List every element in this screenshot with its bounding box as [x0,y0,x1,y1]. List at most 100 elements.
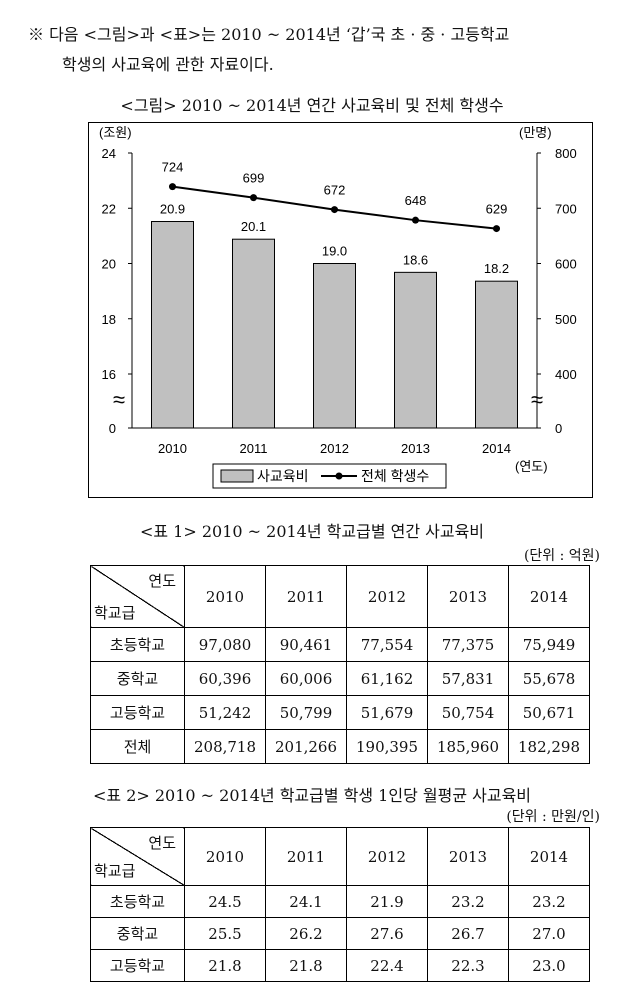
bar [475,280,518,429]
legend-bar-swatch [220,469,254,483]
bar [394,271,437,429]
table2-row: 중학교 25.5 26.2 27.6 26.7 27.0 [90,917,590,950]
table1-col-header: 2014 [508,565,590,628]
table1-col-header: 2011 [265,565,347,628]
bar-value-label: 20.9 [160,202,185,217]
legend-line-marker [335,472,343,480]
left-axis-tick-label: 20 [102,257,116,272]
line-point [331,206,338,214]
table1-corner-header: 연도 학교급 [90,565,185,628]
table1-cell: 61,162 [346,661,428,696]
line-value-label: 648 [405,193,427,208]
table1-cell: 57,831 [427,661,509,696]
table1-cell: 185,960 [427,729,509,764]
table1-row: 고등학교 51,242 50,799 51,679 50,754 50,671 [90,695,590,730]
table2-cell: 25.5 [184,917,266,950]
table1-row: 전체 208,718 201,266 190,395 185,960 182,2… [90,729,590,764]
table2-header-level: 학교급 [94,862,136,880]
table1-row-label: 초등학교 [90,627,185,662]
table2-corner-header: 연도 학교급 [90,827,185,886]
table2-col-header: 2010 [184,827,266,886]
table2-cell: 24.5 [184,885,266,918]
intro-text: ※ 다음 <그림>과 <표>는 2010 ~ 2014년 ‘갑’국 초 · 중 … [28,20,608,80]
table1-row: 초등학교 97,080 90,461 77,554 77,375 75,949 [90,627,590,662]
bar-value-label: 19.0 [322,244,347,259]
table1-header-level: 학교급 [94,604,136,622]
chart-frame: 24 22 20 18 16 0 800 700 600 500 400 0 20.9 2010 724 20… [88,122,593,498]
line-value-label: 699 [243,171,265,186]
bar [151,221,194,429]
x-axis-unit: (연도) [515,459,548,474]
table2-cell: 21.9 [346,885,428,918]
table1-unit: (단위 : 억원) [523,548,600,564]
line-value-label: 724 [162,160,184,175]
right-axis-tick-label: 0 [555,421,562,436]
table1-col-header: 2012 [346,565,428,628]
table1-row-label: 고등학교 [90,695,185,730]
line-point [169,183,176,191]
table2-cell: 23.2 [427,885,509,918]
left-axis-tick-label: 18 [102,312,116,327]
table2-row-label: 중학교 [90,917,185,950]
table1-cell: 201,266 [265,729,347,764]
table2-cell: 23.0 [508,949,590,982]
x-tick-label: 2013 [401,441,430,456]
table1: 연도 학교급 2010 2011 2012 2013 2014 초등학교 97,… [90,565,590,764]
right-axis-tick-label: 400 [555,367,577,382]
table1-cell: 190,395 [346,729,428,764]
table2-col-header: 2013 [427,827,509,886]
right-axis-unit: (만명) [519,125,552,140]
table2-cell: 22.3 [427,949,509,982]
table2-cell: 26.7 [427,917,509,950]
table2-cell: 21.8 [184,949,266,982]
line-point [493,225,500,233]
line-point [250,194,257,202]
bar-value-label: 20.1 [241,219,266,234]
table1-cell: 75,949 [508,627,590,662]
left-axis-tick-label: 0 [109,421,116,436]
x-tick-label: 2011 [240,441,268,456]
bar [232,238,275,429]
right-axis-break: ≈ [531,387,543,412]
table1-cell: 50,671 [508,695,590,730]
table2-cell: 26.2 [265,917,347,950]
table1-cell: 50,754 [427,695,509,730]
table2-unit: (단위 : 만원/인) [506,809,600,825]
table1-cell: 97,080 [184,627,266,662]
figure-caption: <그림> 2010 ~ 2014년 연간 사교육비 및 전체 학생수 [120,96,504,115]
intro-line-1: ※ 다음 <그림>과 <표>는 2010 ~ 2014년 ‘갑’국 초 · 중 … [28,25,510,44]
chart: 24 22 20 18 16 0 800 700 600 500 400 0 20.9 2010 724 20… [99,125,577,489]
table1-cell: 90,461 [265,627,347,662]
table1-cell: 77,554 [346,627,428,662]
left-axis-tick-label: 24 [102,146,116,161]
table1-col-header: 2010 [184,565,266,628]
table1-cell: 60,396 [184,661,266,696]
table1-cell: 60,006 [265,661,347,696]
x-tick-label: 2010 [158,441,187,456]
table1-caption: <표 1> 2010 ~ 2014년 학교급별 연간 사교육비 [139,522,485,541]
table2-col-header: 2011 [265,827,347,886]
table1-cell: 55,678 [508,661,590,696]
table2-cell: 23.2 [508,885,590,918]
table2-cell: 27.0 [508,917,590,950]
table1-cell: 77,375 [427,627,509,662]
table2-row-label: 초등학교 [90,885,185,918]
table2-cell: 22.4 [346,949,428,982]
line-value-label: 672 [324,183,346,198]
table1-cell: 51,679 [346,695,428,730]
x-tick-label: 2012 [320,441,349,456]
table1-cell: 182,298 [508,729,590,764]
table2-cell: 21.8 [265,949,347,982]
left-axis-break: ≈ [113,387,125,412]
table1-row-label: 중학교 [90,661,185,696]
right-axis-tick-label: 800 [555,146,577,161]
table1-row: 중학교 60,396 60,006 61,162 57,831 55,678 [90,661,590,696]
table1-cell: 208,718 [184,729,266,764]
table2-row: 고등학교 21.8 21.8 22.4 22.3 23.0 [90,949,590,982]
right-axis-tick-label: 500 [555,312,577,327]
x-tick-label: 2014 [482,441,511,456]
legend-bar-label: 사교육비 [257,468,309,484]
table2-header-year: 연도 [148,834,176,852]
line-value-label: 629 [486,202,508,217]
table1-cell: 50,799 [265,695,347,730]
